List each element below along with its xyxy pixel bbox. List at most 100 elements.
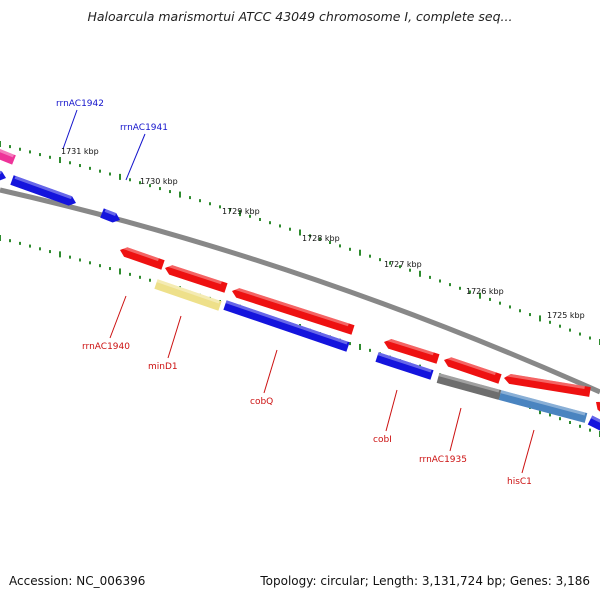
outer-tick [499,301,501,305]
outer-tick [109,172,111,176]
gene-block-rrnAC1935 [436,373,502,400]
gene-label-cobQ: cobQ [250,397,273,407]
kbp-label: 1729 kbp [222,207,260,216]
gene-block-red-5 [444,355,502,384]
leader-rrnAC1942 [62,109,78,150]
leader-rrnAC1941 [125,133,146,181]
outer-tick [9,145,11,149]
leader-cobQ [263,349,278,394]
leader-rrnAC1940 [109,295,127,339]
outer-tick [189,196,191,200]
outer-tick [519,309,521,313]
outer-tick [369,254,371,258]
gene-blocks [0,147,600,433]
outer-tick [129,178,131,182]
gene-block-blue-edge [587,415,600,433]
gene-block-cobQ [223,300,350,352]
outer-tick [279,224,281,228]
outer-tick [489,297,491,301]
gene-label-minD1: minD1 [148,362,178,372]
chromosome-backbone [0,187,600,395]
inner-tick [369,348,371,352]
inner-tick [139,275,141,279]
outer-tick [149,184,151,188]
accession-text: Accession: NC_006396 [9,574,146,588]
gene-label-rrnAC1935: rrnAC1935 [419,455,467,465]
outer-tick [39,153,41,157]
leader-minD1 [167,315,182,359]
inner-tick [589,428,591,432]
map-title: Haloarcula marismortui ATCC 43049 chromo… [87,9,513,24]
outer-tick [579,332,581,336]
outer-tick [589,336,591,340]
gene-label-hisC1: hisC1 [507,477,532,487]
inner-tick [39,247,41,251]
outer-tick [539,315,541,322]
outer-tick [419,270,421,277]
kbp-label: 1730 kbp [140,177,178,186]
outer-tick [289,227,291,231]
inner-tick [9,239,11,243]
kbp-label: 1726 kbp [466,287,504,296]
kbp-label: 1725 kbp [547,311,585,320]
outer-tick [239,210,241,217]
outer-tick [479,292,481,299]
outer-tick [449,283,451,287]
inner-tick [99,264,101,268]
outer-tick [0,141,1,147]
outer-tick [229,208,231,212]
outer-tick [179,191,181,198]
outer-tick [529,313,531,317]
inner-tick [19,241,21,245]
kbp-label: 1727 kbp [384,260,422,269]
outer-tick [99,169,101,173]
outer-tick [79,164,81,168]
gene-block-rrnAC1942 [10,175,77,206]
inner-tick [109,267,111,271]
gene-block-minD1 [154,279,222,311]
inner-tick [569,420,571,424]
gene-block-blue-small [0,169,6,181]
inner-tick [359,343,361,350]
inner-tick [579,424,581,428]
inner-tick [29,244,31,248]
outer-tick [49,155,51,159]
leader-rrnAC1935 [449,407,462,452]
inner-tick [59,251,61,258]
outer-tick [259,217,261,221]
outer-tick [59,157,61,164]
outer-tick [159,187,161,191]
outer-tick [359,249,361,256]
outer-tick [409,268,411,272]
topology-summary: Topology: circular; Length: 3,131,724 bp… [260,574,590,588]
kbp-label: 1728 kbp [302,234,340,243]
outer-tick [299,229,301,236]
leader-cobI [385,389,398,432]
outer-tick [219,205,221,209]
gene-block-red-2 [165,263,228,293]
outer-tick [549,320,551,324]
outer-tick [199,199,201,203]
gene-label-rrnAC1941: rrnAC1941 [120,123,168,133]
outer-tick [309,234,311,238]
kbp-label: 1731 kbp [61,147,99,156]
inner-tick [89,261,91,265]
inner-tick [0,235,1,241]
inner-tick [69,255,71,259]
labels: 1731 kbp 1730 kbp 1729 kbp 1728 kbp 1727 kbp… [56,99,585,487]
gene-label-rrnAC1942: rrnAC1942 [56,99,104,109]
gene-block-red-3 [232,286,355,335]
gene-label-rrnAC1940: rrnAC1940 [82,342,130,352]
outer-tick [19,147,21,151]
outer-tick [169,190,171,194]
outer-tick [559,324,561,328]
outer-tick [339,244,341,248]
outer-tick [139,181,141,185]
inner-tick [549,413,551,417]
outer-tick [469,290,471,294]
gene-block-rrnAC1940 [120,245,165,270]
outer-tick [69,161,71,165]
gene-block-red-edge [596,399,600,414]
gene-block-rrnAC1941 [100,208,120,223]
gene-block-cobI-red [384,337,440,364]
